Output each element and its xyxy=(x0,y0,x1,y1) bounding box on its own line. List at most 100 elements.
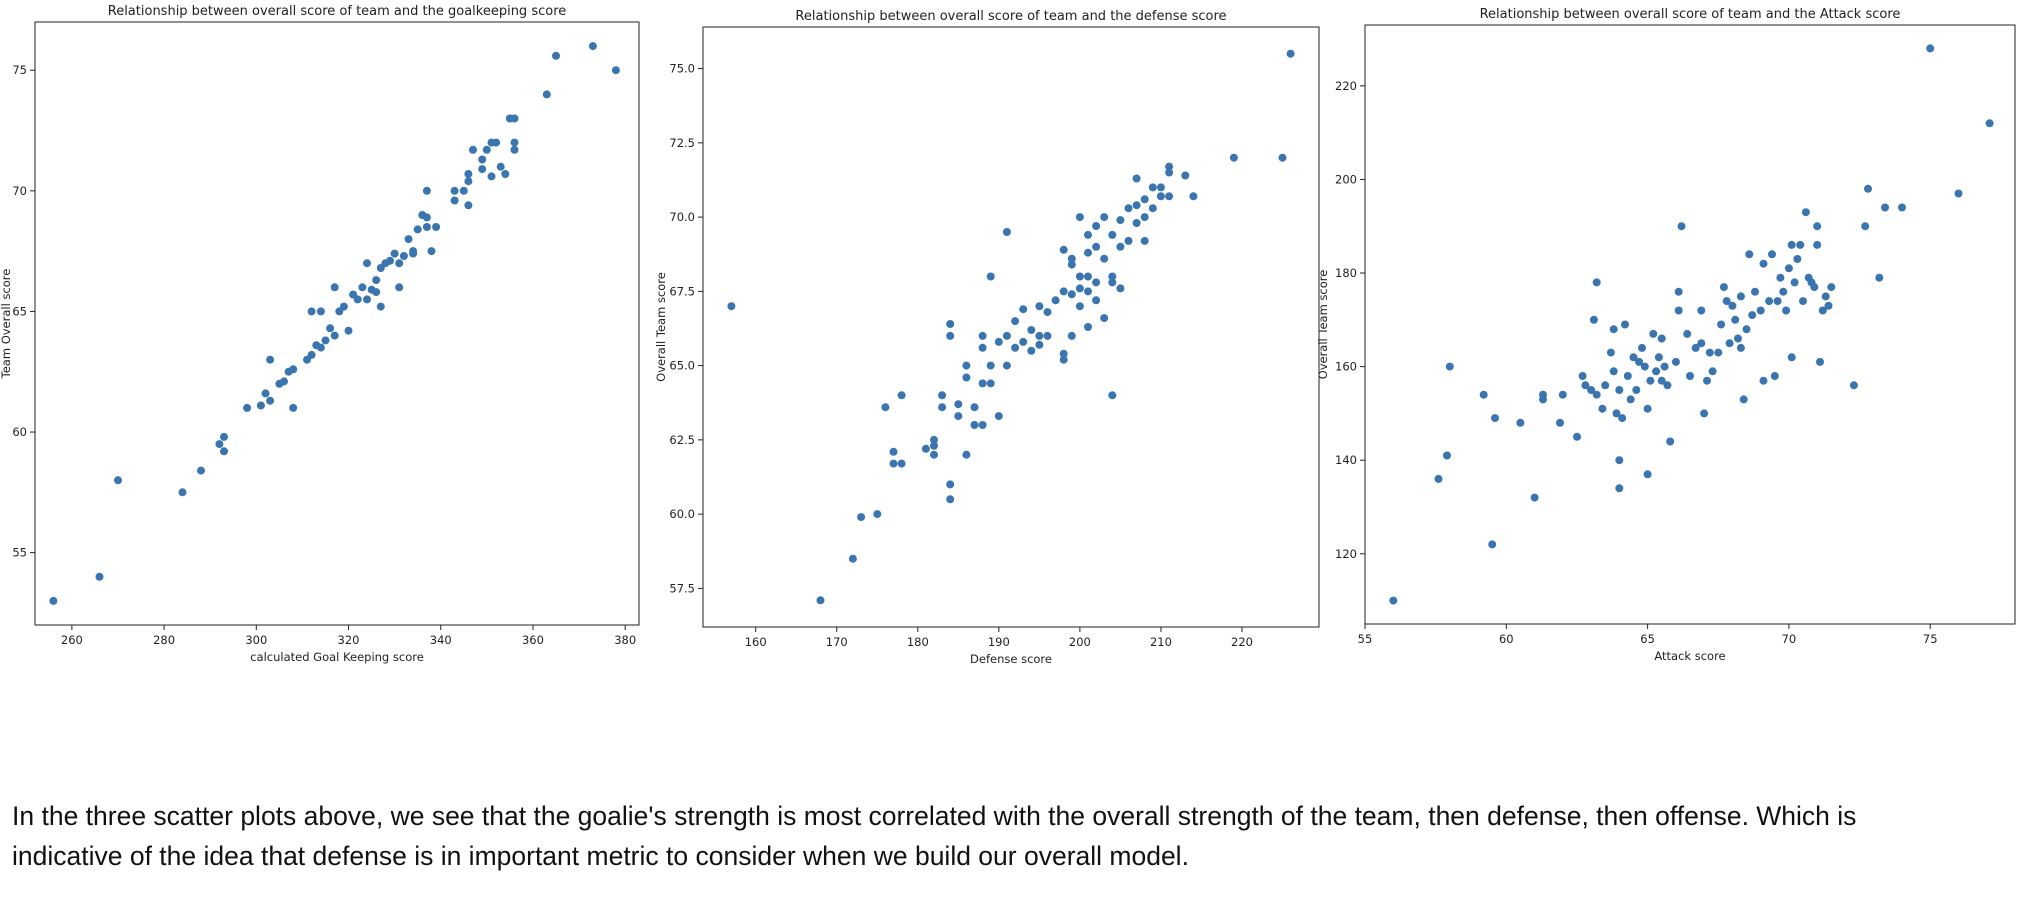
chart-title: Relationship between overall score of te… xyxy=(795,9,1226,24)
data-point xyxy=(1019,305,1028,314)
data-point xyxy=(1084,287,1092,296)
data-point xyxy=(1649,329,1658,338)
data-point xyxy=(1722,297,1731,306)
data-point xyxy=(1035,331,1044,340)
data-point xyxy=(1491,414,1499,423)
y-tick-label: 65 xyxy=(12,304,27,318)
data-point xyxy=(1479,390,1488,399)
data-point xyxy=(954,412,963,421)
data-point xyxy=(114,476,122,485)
x-tick-label: 65 xyxy=(1640,632,1655,646)
data-point xyxy=(1683,329,1692,338)
data-point xyxy=(1148,183,1157,192)
data-point xyxy=(1635,357,1644,366)
data-point xyxy=(1618,414,1627,423)
data-point xyxy=(1827,283,1836,292)
data-point xyxy=(1626,395,1635,404)
data-point xyxy=(1697,339,1706,348)
data-point xyxy=(1632,386,1641,394)
data-point xyxy=(1027,346,1036,355)
data-point xyxy=(1609,367,1618,376)
data-point xyxy=(1784,264,1793,273)
data-point xyxy=(266,396,275,405)
caption-line-2: indicative of the idea that defense is i… xyxy=(12,841,1189,871)
data-point xyxy=(1861,222,1870,231)
data-point xyxy=(1926,44,1935,53)
data-point xyxy=(1592,390,1601,399)
data-point xyxy=(496,162,505,171)
scatter-plots-figure: Relationship between overall score of te… xyxy=(0,4,2016,666)
y-tick-label: 60.0 xyxy=(669,507,695,521)
data-point xyxy=(946,320,955,328)
x-tick-label: 160 xyxy=(745,635,767,649)
data-point xyxy=(1657,334,1666,343)
data-point xyxy=(1075,302,1084,311)
data-point xyxy=(1156,183,1165,192)
data-point xyxy=(1745,250,1754,259)
data-point xyxy=(978,331,987,340)
data-point xyxy=(1084,323,1092,331)
x-axis-label: Defense score xyxy=(970,652,1052,666)
data-point xyxy=(1796,240,1805,249)
data-point xyxy=(1638,343,1646,352)
data-point xyxy=(978,343,987,352)
data-point xyxy=(1092,296,1101,305)
data-point xyxy=(1598,404,1607,413)
data-point xyxy=(1654,353,1663,362)
data-point xyxy=(1592,278,1601,287)
data-point xyxy=(316,307,325,316)
data-point xyxy=(1985,119,1994,128)
data-point xyxy=(353,295,362,304)
data-point xyxy=(95,572,104,581)
y-tick-label: 62.5 xyxy=(669,433,695,447)
y-tick-label: 60 xyxy=(12,425,27,439)
data-point xyxy=(395,283,404,292)
data-point xyxy=(178,488,187,497)
data-point xyxy=(970,403,979,412)
data-point xyxy=(1092,278,1101,287)
data-point xyxy=(220,432,228,441)
data-point xyxy=(422,186,431,195)
data-point xyxy=(464,177,473,186)
data-point xyxy=(1100,254,1109,263)
data-point xyxy=(1067,331,1076,340)
y-tick-label: 55 xyxy=(12,546,27,560)
data-point xyxy=(459,186,468,195)
data-point xyxy=(857,513,866,522)
data-point xyxy=(487,172,496,181)
data-point xyxy=(1067,260,1076,269)
data-point xyxy=(289,365,298,374)
data-point xyxy=(1615,484,1624,493)
x-tick-label: 320 xyxy=(338,633,360,647)
data-point xyxy=(450,186,459,195)
data-point xyxy=(970,421,979,429)
data-point xyxy=(1278,153,1287,162)
y-tick-label: 70 xyxy=(12,184,27,198)
data-point xyxy=(344,326,353,335)
y-tick-label: 57.5 xyxy=(669,581,695,595)
data-point xyxy=(1189,192,1198,201)
data-point xyxy=(1116,216,1125,225)
data-point xyxy=(1140,213,1149,222)
data-point xyxy=(256,401,265,410)
data-point xyxy=(1821,292,1830,301)
data-point xyxy=(930,441,938,450)
data-point xyxy=(376,302,385,311)
data-point xyxy=(1011,343,1020,352)
data-point xyxy=(1751,287,1759,296)
data-point xyxy=(1286,49,1295,58)
data-point xyxy=(1389,596,1398,605)
data-point xyxy=(1736,292,1745,301)
data-point xyxy=(1108,278,1117,287)
data-point xyxy=(1539,390,1547,399)
data-point xyxy=(1181,171,1190,180)
data-point xyxy=(921,444,930,453)
data-point xyxy=(1671,357,1680,366)
data-point xyxy=(1801,208,1810,217)
data-point xyxy=(1615,456,1624,465)
y-axis-label: Overall Team score xyxy=(654,272,668,382)
data-point xyxy=(1875,273,1884,282)
data-point xyxy=(1810,283,1819,292)
y-tick-label: 67.5 xyxy=(669,284,695,298)
caption-line-1: In the three scatter plots above, we see… xyxy=(12,801,1857,831)
